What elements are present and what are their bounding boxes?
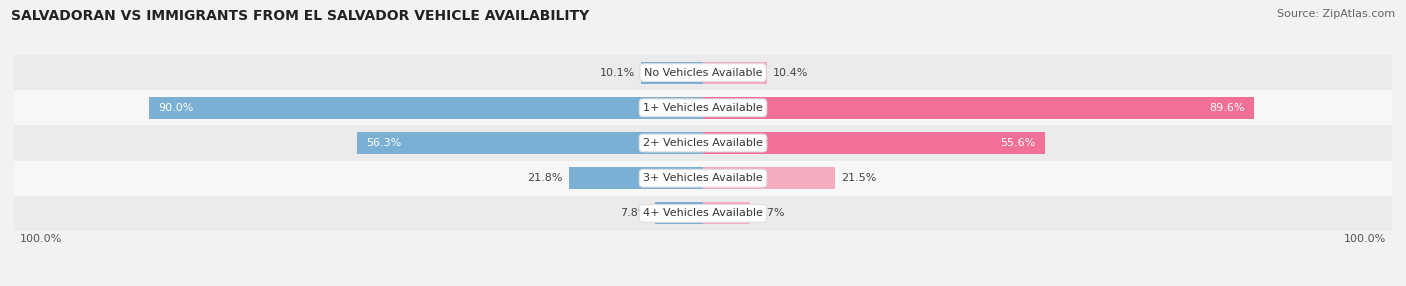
Text: 10.1%: 10.1% bbox=[599, 67, 634, 78]
Bar bbox=[703, 62, 768, 84]
Text: 7.8%: 7.8% bbox=[620, 208, 650, 219]
Text: 3+ Vehicles Available: 3+ Vehicles Available bbox=[643, 173, 763, 183]
Text: 21.8%: 21.8% bbox=[527, 173, 562, 183]
Bar bbox=[0, 161, 1406, 196]
Text: 90.0%: 90.0% bbox=[159, 103, 194, 113]
Text: 55.6%: 55.6% bbox=[1001, 138, 1036, 148]
Text: 4+ Vehicles Available: 4+ Vehicles Available bbox=[643, 208, 763, 219]
Bar bbox=[703, 97, 1254, 119]
Bar bbox=[703, 202, 751, 224]
Bar bbox=[641, 62, 703, 84]
Text: 2+ Vehicles Available: 2+ Vehicles Available bbox=[643, 138, 763, 148]
Bar bbox=[0, 196, 1406, 231]
Bar bbox=[655, 202, 703, 224]
Text: 89.6%: 89.6% bbox=[1209, 103, 1244, 113]
Text: 100.0%: 100.0% bbox=[1344, 234, 1386, 244]
Bar bbox=[357, 132, 703, 154]
Bar bbox=[569, 167, 703, 189]
Bar bbox=[0, 55, 1406, 90]
Bar bbox=[703, 132, 1045, 154]
Bar bbox=[0, 90, 1406, 125]
Text: 10.4%: 10.4% bbox=[773, 67, 808, 78]
Text: 100.0%: 100.0% bbox=[20, 234, 62, 244]
Bar bbox=[0, 125, 1406, 161]
Text: Source: ZipAtlas.com: Source: ZipAtlas.com bbox=[1277, 9, 1395, 19]
Bar bbox=[149, 97, 703, 119]
Text: SALVADORAN VS IMMIGRANTS FROM EL SALVADOR VEHICLE AVAILABILITY: SALVADORAN VS IMMIGRANTS FROM EL SALVADO… bbox=[11, 9, 589, 23]
Text: 1+ Vehicles Available: 1+ Vehicles Available bbox=[643, 103, 763, 113]
Bar bbox=[703, 167, 835, 189]
Text: 7.7%: 7.7% bbox=[756, 208, 785, 219]
Text: 21.5%: 21.5% bbox=[841, 173, 877, 183]
Text: 56.3%: 56.3% bbox=[366, 138, 401, 148]
Text: No Vehicles Available: No Vehicles Available bbox=[644, 67, 762, 78]
